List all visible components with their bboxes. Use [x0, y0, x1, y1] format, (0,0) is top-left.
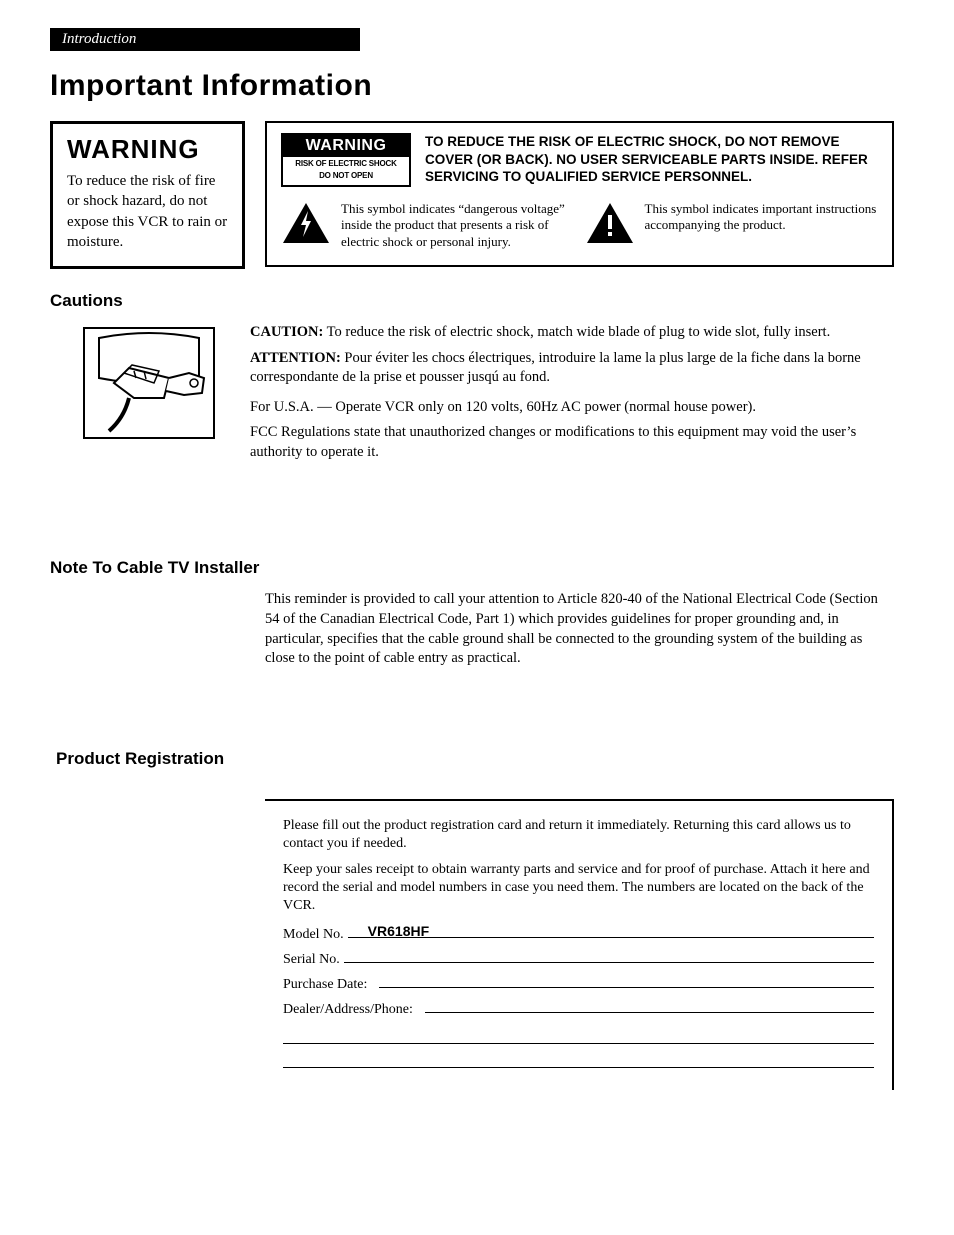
blank-line-2: [283, 1048, 874, 1068]
model-no-line: Model No. VR618HF: [283, 924, 874, 943]
dealer-line: Dealer/Address/Phone:: [283, 999, 874, 1018]
cautions-heading: Cautions: [50, 291, 894, 311]
symbol-instructions-group: This symbol indicates important instruct…: [585, 201, 879, 252]
warning-subbox-line2: DO NOT OPEN: [283, 172, 409, 181]
warning-box-left: WARNING To reduce the risk of fire or sh…: [50, 121, 245, 269]
model-no-value: VR618HF: [368, 923, 429, 939]
caution-text: To reduce the risk of electric shock, ma…: [323, 324, 830, 340]
warning-row: WARNING To reduce the risk of fire or sh…: [50, 121, 894, 269]
serial-no-line: Serial No.: [283, 949, 874, 968]
warning-subbox-title: WARNING: [283, 135, 409, 157]
warning-subbox-line1: RISK OF ELECTRIC SHOCK: [283, 160, 409, 169]
section-tab: Introduction: [50, 28, 360, 51]
warning-subbox: WARNING RISK OF ELECTRIC SHOCK DO NOT OP…: [281, 133, 411, 187]
purchase-date-label: Purchase Date:: [283, 977, 367, 993]
attention-label: ATTENTION:: [250, 350, 341, 366]
fcc-text: FCC Regulations state that unauthorized …: [250, 423, 894, 462]
cautions-text: CAUTION: To reduce the risk of electric …: [250, 323, 894, 468]
lightning-triangle-icon: [281, 201, 331, 245]
cautions-row: CAUTION: To reduce the risk of electric …: [50, 323, 894, 468]
caution-label: CAUTION:: [250, 324, 323, 340]
warning-title: WARNING: [67, 134, 228, 165]
usa-power-text: For U.S.A. — Operate VCR only on 120 vol…: [250, 398, 894, 418]
attention-text: Pour éviter les chocs électriques, intro…: [250, 350, 861, 386]
dealer-label: Dealer/Address/Phone:: [283, 1002, 413, 1018]
warning-main-text: TO REDUCE THE RISK OF ELECTRIC SHOCK, DO…: [425, 133, 878, 186]
plug-illustration: [74, 323, 224, 448]
page-title: Important Information: [50, 69, 894, 103]
note-installer-body: This reminder is provided to call your a…: [265, 590, 884, 668]
blank-line-1: [283, 1024, 874, 1044]
model-no-label: Model No.: [283, 927, 344, 943]
symbol-instructions-text: This symbol indicates important instruct…: [645, 201, 879, 235]
registration-box: Please fill out the product registration…: [265, 799, 894, 1090]
note-installer-heading: Note To Cable TV Installer: [50, 558, 894, 578]
symbol-voltage-text: This symbol indicates “dangerous voltage…: [341, 201, 575, 252]
serial-no-label: Serial No.: [283, 952, 340, 968]
registration-heading: Product Registration: [56, 749, 894, 769]
registration-p2: Keep your sales receipt to obtain warran…: [283, 861, 874, 916]
warning-body: To reduce the risk of fire or shock haza…: [67, 171, 228, 252]
registration-p1: Please fill out the product registration…: [283, 817, 874, 853]
purchase-date-line: Purchase Date:: [283, 974, 874, 993]
exclamation-triangle-icon: [585, 201, 635, 245]
warning-box-right: WARNING RISK OF ELECTRIC SHOCK DO NOT OP…: [265, 121, 894, 267]
symbol-voltage-group: This symbol indicates “dangerous voltage…: [281, 201, 575, 252]
